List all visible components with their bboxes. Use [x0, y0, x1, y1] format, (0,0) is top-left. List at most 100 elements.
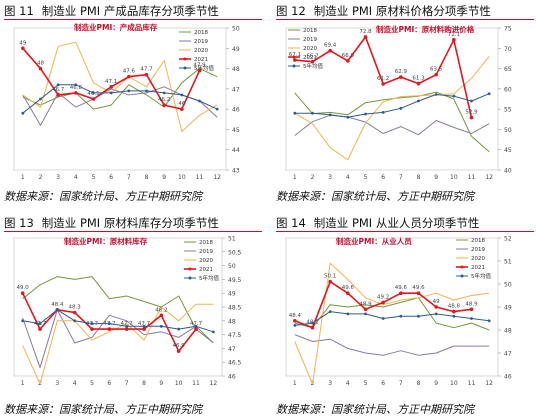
- x-tick-label: 3: [328, 380, 332, 387]
- chart-title: 制造业PMI：产成品库存: [74, 22, 158, 32]
- figure-title-13: 图 13 制造业 PMI 原材料库存分项季节性: [4, 215, 219, 231]
- x-tick-label: 3: [56, 174, 60, 181]
- series-line-2020: [294, 56, 490, 161]
- figure-caption: 制造业 PMI 原材料库存分项季节性: [41, 216, 219, 230]
- x-tick-label: 11: [468, 174, 476, 181]
- data-point-2021: [310, 325, 315, 330]
- x-tick-label: 9: [159, 380, 163, 387]
- legend-label: 2020: [471, 256, 485, 262]
- data-label: 49: [433, 299, 440, 305]
- data-label: 48.4: [289, 313, 302, 319]
- data-point-avg: [470, 317, 473, 320]
- data-point-avg: [211, 330, 215, 334]
- data-point-avg: [38, 322, 42, 325]
- legend-label: 2018: [199, 240, 213, 246]
- data-point-avg: [215, 107, 219, 111]
- title-divider: [276, 231, 534, 232]
- data-label: 49.6: [412, 285, 425, 291]
- data-label: 47.7: [138, 321, 151, 327]
- y-tick-label: 50: [232, 26, 240, 33]
- x-tick-label: 12: [213, 174, 221, 181]
- legend-marker: [188, 276, 192, 280]
- data-point-2021: [328, 279, 332, 284]
- x-tick-label: 1: [293, 380, 297, 387]
- data-label: 61.2: [377, 76, 389, 82]
- source-note: 数据来源：国家统计局、方正中期研究院: [276, 190, 474, 203]
- figure-number: 图 14: [276, 216, 306, 230]
- legend-marker: [183, 57, 187, 61]
- data-label: 49.6: [342, 285, 355, 291]
- y-tick-label: 49: [228, 291, 236, 298]
- y-tick-label: 48: [232, 66, 240, 73]
- x-tick-label: 1: [293, 174, 297, 181]
- y-tick-label: 50: [504, 282, 512, 289]
- x-tick-label: 11: [192, 380, 200, 387]
- data-label: 49.6: [395, 285, 408, 291]
- legend-label: 2019: [303, 37, 317, 43]
- data-point-2021: [293, 319, 297, 323]
- x-tick-label: 12: [210, 380, 218, 387]
- y-tick-label: 49.5: [228, 277, 242, 284]
- x-tick-label: 12: [485, 380, 493, 387]
- data-point-avg: [293, 111, 297, 115]
- data-label: 62.9: [395, 69, 408, 75]
- source-note: 数据来源：国家统计局、方正中期研究院: [276, 403, 474, 416]
- chart-title: 制造业PMI：原材料库存: [64, 236, 148, 246]
- figure-caption: 制造业 PMI 原材料价格分项季节性: [313, 4, 491, 18]
- data-label: 48.2: [155, 307, 167, 313]
- data-label: 47.7: [190, 321, 203, 327]
- legend-label: 2021: [303, 55, 317, 61]
- figure-caption: 制造业 PMI 从业人员分项季节性: [313, 216, 480, 230]
- data-point-avg: [470, 99, 473, 103]
- legend-marker: [292, 64, 296, 68]
- data-label: 46.2: [158, 97, 170, 103]
- legend-label: 2021: [471, 265, 485, 271]
- data-point-avg: [107, 322, 111, 325]
- data-label: 47.9: [193, 63, 206, 69]
- data-point-2021: [310, 59, 315, 64]
- legend-marker: [188, 267, 192, 271]
- series-line-2019: [294, 114, 490, 136]
- data-point-avg: [55, 308, 59, 312]
- data-label: 52.9: [465, 110, 478, 116]
- data-point-avg: [109, 91, 113, 95]
- x-tick-label: 5: [364, 380, 368, 387]
- y-tick-label: 50: [228, 263, 236, 270]
- y-tick-label: 52: [504, 236, 512, 243]
- data-point-avg: [73, 319, 77, 323]
- y-tick-label: 49: [232, 46, 240, 53]
- y-tick-label: 47: [504, 351, 512, 358]
- data-label: 47.7: [140, 67, 153, 73]
- legend-label: 2021: [199, 267, 213, 273]
- legend-marker: [292, 55, 296, 59]
- data-point-2021: [20, 291, 25, 295]
- data-point-avg: [74, 83, 78, 87]
- chart-title: 制造业PMI：从业人员: [336, 236, 412, 246]
- data-point-avg: [92, 91, 95, 95]
- data-point-2021: [399, 75, 403, 79]
- y-tick-label: 46: [228, 374, 236, 381]
- figure-title-11: 图 11 制造业 PMI 产成品库存分项季节性: [4, 3, 219, 19]
- x-tick-label: 8: [417, 380, 421, 387]
- y-tick-label: 65: [504, 66, 512, 73]
- x-tick-label: 3: [328, 174, 332, 181]
- y-tick-label: 47.5: [228, 332, 242, 339]
- data-point-avg: [145, 89, 148, 93]
- legend-marker: [460, 274, 464, 278]
- data-label: 49.2: [377, 294, 389, 300]
- x-tick-label: 5: [364, 174, 368, 181]
- x-tick-label: 10: [178, 174, 186, 181]
- data-point-2021: [74, 91, 78, 95]
- figure-number: 图 13: [4, 216, 34, 230]
- data-point-avg: [125, 324, 129, 328]
- data-point-2021: [90, 327, 94, 331]
- x-tick-label: 4: [346, 174, 350, 181]
- source-note: 数据来源：国家统计局、方正中期研究院: [4, 190, 202, 203]
- y-tick-label: 45: [504, 147, 512, 154]
- data-label: 48.4: [51, 302, 64, 308]
- y-tick-label: 47: [232, 86, 240, 93]
- data-point-avg: [159, 324, 163, 328]
- y-tick-label: 46: [504, 374, 512, 381]
- data-point-2021: [381, 300, 385, 305]
